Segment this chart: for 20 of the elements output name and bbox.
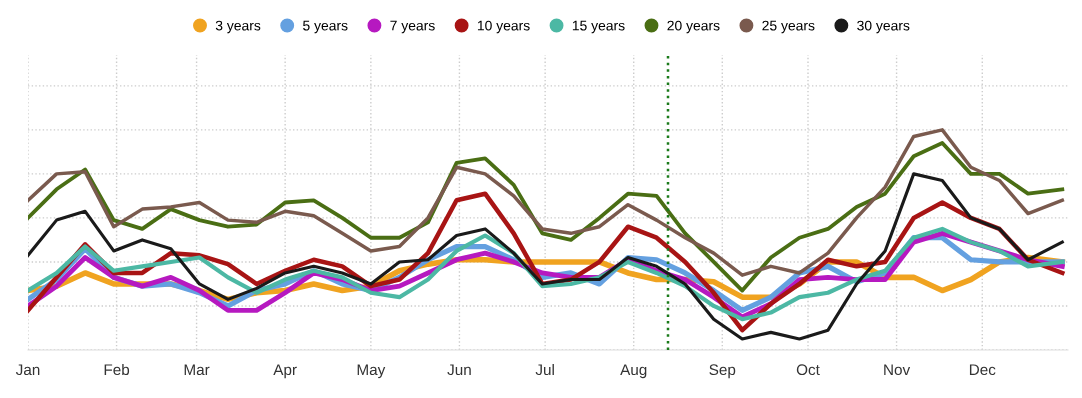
legend-label: 3 years [215,20,261,34]
legend-label: 20 years [667,20,720,34]
x-tick-label: Apr [273,364,297,379]
x-tick-label: Jan [15,364,40,376]
legend-label: 15 years [572,20,625,34]
x-tick-label: Dec [969,364,996,376]
legend-label: 5 years [303,20,348,34]
x-tick-label: May [357,364,386,379]
x-tick-label: Sep [709,364,736,379]
x-tick-label: Aug [620,364,647,379]
legend-label: 10 years [477,20,530,34]
x-tick-label: Mar [184,364,210,376]
x-tick-label: Jun [447,364,471,376]
x-tick-label: Jul [535,363,554,376]
x-tick-label: Feb [104,363,130,376]
x-tick-label: Nov [884,364,911,376]
x-tick-label: Oct [796,364,820,376]
legend-label: 7 years [390,20,435,34]
legend-label: 25 years [762,20,815,34]
legend-label: 30 years [857,20,910,34]
